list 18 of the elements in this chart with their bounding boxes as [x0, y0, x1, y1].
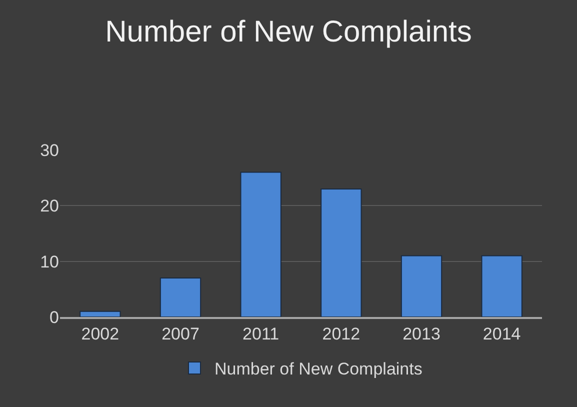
- y-tick-label: 20: [40, 196, 59, 216]
- bar: [240, 172, 282, 317]
- x-tick-label: 2014: [482, 324, 521, 344]
- x-tick-label: 2013: [402, 324, 440, 344]
- bar: [80, 310, 121, 317]
- bar: [160, 278, 202, 317]
- y-tick-label: 30: [40, 140, 59, 160]
- x-tick-label: 2012: [322, 324, 360, 344]
- legend-label: Number of New Complaints: [214, 360, 422, 379]
- y-tick-label: 10: [40, 252, 59, 272]
- bar: [400, 255, 442, 317]
- x-tick-label: 2007: [162, 324, 200, 344]
- x-tick-label: 2011: [242, 324, 280, 344]
- y-tick-label: 0: [50, 308, 59, 327]
- bar: [320, 188, 362, 317]
- x-tick-label: 2002: [81, 324, 120, 344]
- bar: [481, 255, 522, 317]
- chart-title: Number of New Complaints: [105, 15, 472, 48]
